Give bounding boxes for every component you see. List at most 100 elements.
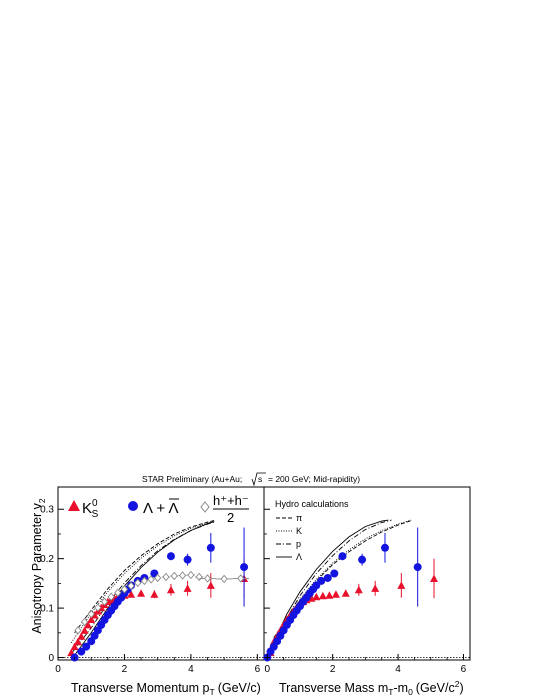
left-hadron-point xyxy=(162,572,170,582)
hydro-legend-label-0: π xyxy=(296,513,302,523)
left-ks-point xyxy=(206,581,215,589)
right-lambda-point xyxy=(413,563,422,572)
left-ks-point xyxy=(70,642,79,651)
left-ks-point xyxy=(137,589,146,597)
legend-hadron-denominator: 2 xyxy=(227,510,234,525)
left-ks-point xyxy=(127,590,136,598)
left-x-tick-label-1: 2 xyxy=(122,664,128,675)
right-lambda-point xyxy=(380,543,389,552)
right-ks-point xyxy=(397,581,406,589)
left-hadron-point xyxy=(127,581,135,591)
left-hadron-point xyxy=(179,571,187,580)
figure-title: STAR Preliminary (Au+Au; xyxy=(142,474,242,484)
left-hadron-point xyxy=(187,570,195,580)
right-ks-point xyxy=(341,589,350,597)
right-hydro-curves xyxy=(266,519,412,658)
right-x-ticks: 0 2 4 6 xyxy=(264,654,467,675)
right-hydro-curve-Lambda xyxy=(266,519,389,658)
right-lambda-point xyxy=(338,552,347,561)
y-axis-label: Anisotropy Parameter v2 xyxy=(30,498,47,634)
left-ks-point xyxy=(183,584,192,592)
left-hadron-point xyxy=(154,573,162,583)
right-x-label-sup: 2 xyxy=(455,679,460,689)
left-ks-point xyxy=(77,632,86,640)
left-lambda-point xyxy=(240,563,249,572)
legend-hadron-numerator: h⁺+h⁻ xyxy=(213,493,249,508)
left-hadron-point xyxy=(237,574,245,583)
sqrt-sign xyxy=(251,472,266,487)
left-hadron-point xyxy=(134,578,142,588)
right-lambda-point xyxy=(330,569,339,578)
right-lambda-point xyxy=(317,576,326,585)
y-tick-label-2: 0.2 xyxy=(40,554,54,565)
legend-ks-sub: S xyxy=(92,509,99,520)
left-hadron-point xyxy=(100,597,109,606)
right-x-label-main: Transverse Mass m xyxy=(279,681,388,695)
left-ks-point xyxy=(80,626,89,634)
legend-ks-label: K0 S xyxy=(82,498,99,520)
hydro-legend-title: Hydro calculations xyxy=(275,499,349,509)
right-x-label-mid: -m xyxy=(393,681,408,695)
left-x-ticks: 0 2 4 6 xyxy=(55,654,261,675)
legend-lambda-marker xyxy=(128,501,138,511)
left-hadron-point xyxy=(107,592,115,601)
right-data-marks xyxy=(263,527,439,662)
hydro-legend-label-1: K xyxy=(296,526,302,536)
legend-ks-sup: 0 xyxy=(92,498,98,509)
y-tick-label-1: 0.1 xyxy=(40,604,54,615)
left-lambda-point xyxy=(166,552,175,561)
hydro-legend-label-2: p xyxy=(296,539,301,549)
left-hadron-point xyxy=(120,585,129,594)
hydro-legend-label-3: Λ xyxy=(296,552,302,562)
legend-hadron-marker xyxy=(200,501,210,513)
right-hydro-curve-K xyxy=(270,519,412,651)
left-hadron-point xyxy=(203,574,212,583)
legend-ks-main: K xyxy=(82,500,92,517)
panel-left: 0 2 4 6 0 0.1 0.2 0.3 K0 S Λ + Λ h⁺+h⁻ 2 Transv… xyxy=(40,486,265,697)
right-x-axis-label: Transverse Mass mT-m0 (GeV/c2) xyxy=(279,679,464,697)
left-lambda-point xyxy=(82,642,91,651)
left-lambda-point xyxy=(77,647,86,656)
left-hydro-curve-K xyxy=(70,521,215,643)
right-ks-point xyxy=(312,592,321,601)
left-hadron-point xyxy=(170,571,178,581)
left-x-tick-label-3: 6 xyxy=(255,664,261,675)
right-x-label-close: ) xyxy=(459,681,463,695)
right-ks-point xyxy=(325,591,334,599)
right-ks-point xyxy=(354,585,363,594)
y-axis-label-sub: 2 xyxy=(37,498,47,503)
left-ks-point xyxy=(166,585,175,594)
right-ks-point xyxy=(318,591,327,600)
y-tick-label-3: 0.3 xyxy=(40,505,54,516)
figure-title-tail: = 200 GeV; Mid-rapidity) xyxy=(268,474,360,484)
right-x-tick-label-0: 0 xyxy=(264,664,270,675)
left-hydro-curve-Lambda xyxy=(74,521,215,656)
right-x-tick-label-2: 4 xyxy=(395,664,401,675)
left-hadron-point xyxy=(140,576,148,586)
left-x-tick-label-2: 4 xyxy=(188,664,194,675)
left-lambda-point xyxy=(206,543,215,552)
left-ks-point xyxy=(87,615,96,623)
left-hadron-point xyxy=(147,575,155,584)
right-ks-point xyxy=(371,584,380,592)
left-x-label-unit: (GeV/c) xyxy=(218,681,261,695)
left-hadron-point xyxy=(220,574,228,584)
legend-ks-marker xyxy=(68,500,80,511)
right-hydro-curve-pi xyxy=(273,520,412,639)
left-x-tick-label-0: 0 xyxy=(55,664,61,675)
left-hydro-curves xyxy=(70,520,215,656)
right-x-tick-label-3: 6 xyxy=(461,664,467,675)
left-hadron-point xyxy=(74,626,82,635)
right-x-label-sub: T xyxy=(388,687,393,697)
right-plot-frame xyxy=(263,486,471,661)
legend-lambda-label: Λ + Λ xyxy=(143,500,178,517)
left-hadron-point xyxy=(94,603,102,612)
left-data-marks xyxy=(67,527,250,662)
y-axis-label-main: Anisotropy Parameter v xyxy=(30,502,44,633)
left-hadron-point xyxy=(114,588,122,597)
left-ks-point xyxy=(73,637,82,646)
left-y-ticks: 0 0.1 0.2 0.3 xyxy=(40,505,64,664)
left-x-axis-label: Transverse Momentum pT (GeV/c) xyxy=(71,681,261,697)
right-x-label-unit: (GeV/c xyxy=(416,681,455,695)
